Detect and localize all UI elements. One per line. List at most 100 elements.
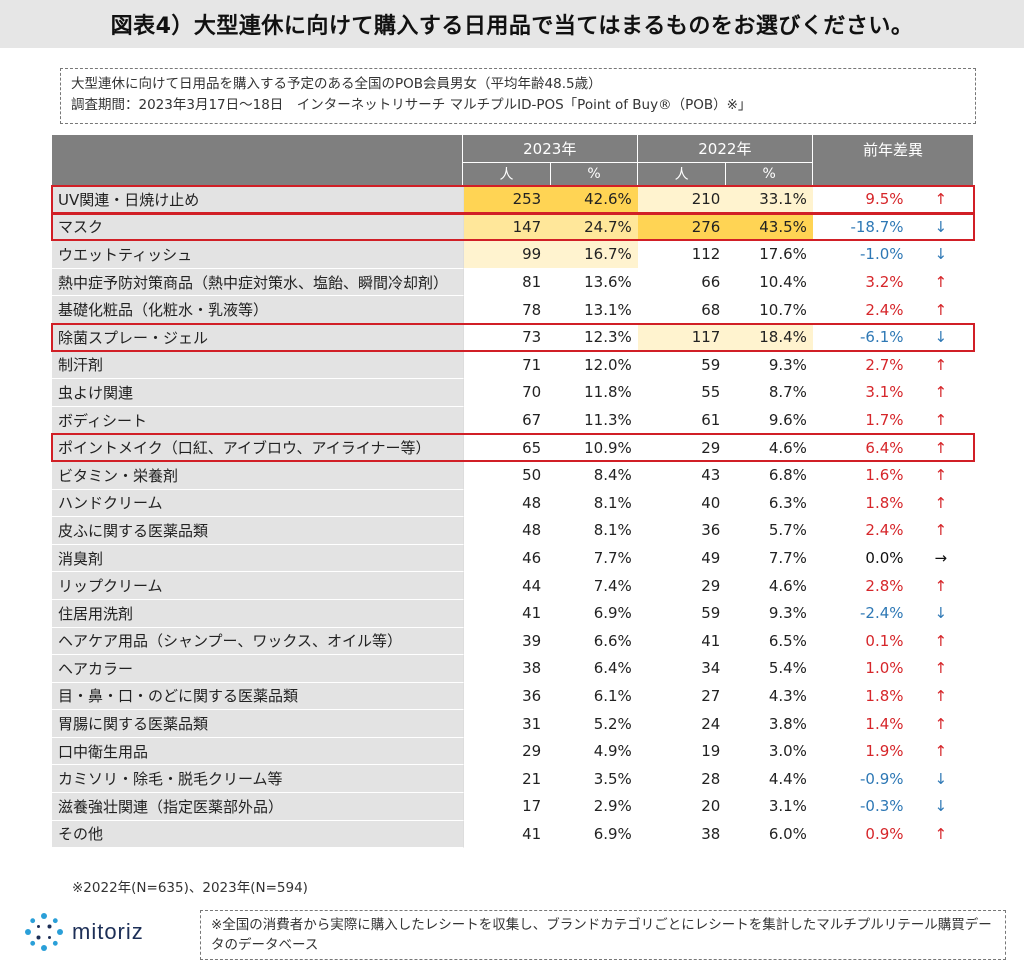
table-row: カミソリ・除毛・脱毛クリーム等 21 3.5% 28 4.4% -0.9% ↓ bbox=[52, 765, 974, 794]
diff-value: 1.8% bbox=[812, 489, 908, 518]
count-2022: 49 bbox=[637, 544, 727, 573]
table-row: UV関連・日焼け止め 253 42.6% 210 33.1% 9.5% ↑ bbox=[52, 186, 974, 214]
table-row: 滋養強壮関連（指定医薬部外品） 17 2.9% 20 3.1% -0.3% ↓ bbox=[52, 793, 974, 821]
arrow-up-icon: ↑ bbox=[907, 434, 974, 462]
count-2022: 117 bbox=[637, 323, 727, 352]
pct-2022: 6.3% bbox=[726, 489, 813, 518]
row-label: 除菌スプレー・ジェル bbox=[52, 323, 463, 352]
count-2023: 38 bbox=[462, 655, 552, 683]
count-2023: 48 bbox=[462, 489, 552, 518]
count-2022: 41 bbox=[637, 627, 727, 656]
count-2022: 24 bbox=[637, 710, 727, 738]
count-2023: 46 bbox=[462, 544, 552, 573]
diff-value: 2.4% bbox=[812, 296, 908, 324]
arrow-up-icon: ↑ bbox=[907, 351, 974, 380]
pct-2022: 3.1% bbox=[726, 793, 813, 821]
diff-value: 3.2% bbox=[812, 268, 908, 297]
arrow-up-icon: ↑ bbox=[907, 710, 974, 738]
row-label: 胃腸に関する医薬品類 bbox=[52, 710, 463, 738]
pct-2023: 6.4% bbox=[551, 655, 638, 683]
arrow-down-icon: ↓ bbox=[907, 241, 974, 269]
count-2022: 36 bbox=[637, 517, 727, 545]
diff-value: 9.5% bbox=[812, 186, 908, 214]
diff-value: 1.7% bbox=[812, 406, 908, 435]
pct-2022: 5.4% bbox=[726, 655, 813, 683]
pct-2023: 5.2% bbox=[551, 710, 638, 738]
col-pct-2023: % bbox=[551, 163, 638, 186]
pct-2023: 8.4% bbox=[551, 461, 638, 490]
diff-value: 3.1% bbox=[812, 379, 908, 407]
pct-2023: 3.5% bbox=[551, 765, 638, 794]
diff-value: 1.8% bbox=[812, 682, 908, 711]
arrow-up-icon: ↑ bbox=[907, 406, 974, 435]
count-2023: 29 bbox=[462, 737, 552, 766]
count-2022: 59 bbox=[637, 351, 727, 380]
table-row: ヘアカラー 38 6.4% 34 5.4% 1.0% ↑ bbox=[52, 655, 974, 683]
pct-2023: 13.1% bbox=[551, 296, 638, 324]
row-label: その他 bbox=[52, 820, 463, 849]
footer-note: ※全国の消費者から実際に購入したレシートを収集し、ブランドカテゴリごとにレシート… bbox=[200, 910, 1006, 960]
diff-value: -18.7% bbox=[812, 213, 908, 242]
pct-2022: 7.7% bbox=[726, 544, 813, 573]
pct-2022: 10.7% bbox=[726, 296, 813, 324]
arrow-right-icon: → bbox=[907, 544, 974, 573]
pct-2023: 6.6% bbox=[551, 627, 638, 656]
count-2022: 59 bbox=[637, 599, 727, 628]
row-label: 虫よけ関連 bbox=[52, 379, 463, 407]
sample-size-note: ※2022年(N=635)、2023年(N=594) bbox=[72, 880, 308, 896]
count-2023: 67 bbox=[462, 406, 552, 435]
table-row: 除菌スプレー・ジェル 73 12.3% 117 18.4% -6.1% ↓ bbox=[52, 323, 974, 352]
diff-value: 2.8% bbox=[812, 572, 908, 600]
table-row: 熱中症予防対策商品（熱中症対策水、塩飴、瞬間冷却剤） 81 13.6% 66 10.4%… bbox=[52, 268, 974, 297]
row-label: ハンドクリーム bbox=[52, 489, 463, 518]
page-title: 図表4）大型連休に向けて購入する日用品で当てはまるものをお選びください。 bbox=[110, 14, 914, 39]
arrow-down-icon: ↓ bbox=[907, 793, 974, 821]
diff-value: 1.6% bbox=[812, 461, 908, 490]
logo-text: mitoriz bbox=[72, 919, 144, 944]
row-label: 住居用洗剤 bbox=[52, 599, 463, 628]
pct-2023: 7.4% bbox=[551, 572, 638, 600]
row-label: ウエットティッシュ bbox=[52, 241, 463, 269]
pct-2022: 18.4% bbox=[726, 323, 813, 352]
pct-2022: 9.3% bbox=[726, 599, 813, 628]
arrow-up-icon: ↑ bbox=[907, 489, 974, 518]
diff-value: 1.0% bbox=[812, 655, 908, 683]
count-2023: 21 bbox=[462, 765, 552, 794]
pct-2022: 3.0% bbox=[726, 737, 813, 766]
year-2023-header: 2023年 bbox=[462, 135, 638, 163]
pct-2023: 4.9% bbox=[551, 737, 638, 766]
arrow-up-icon: ↑ bbox=[907, 268, 974, 297]
row-label: 皮ふに関する医薬品類 bbox=[52, 517, 463, 545]
table-row: ボディシート 67 11.3% 61 9.6% 1.7% ↑ bbox=[52, 406, 974, 435]
count-2023: 78 bbox=[462, 296, 552, 324]
count-2023: 65 bbox=[462, 434, 552, 462]
count-2022: 29 bbox=[637, 572, 727, 600]
count-2023: 31 bbox=[462, 710, 552, 738]
pct-2022: 17.6% bbox=[726, 241, 813, 269]
pct-2023: 11.8% bbox=[551, 379, 638, 407]
count-2022: 112 bbox=[637, 241, 727, 269]
results-table: 2023年 2022年 前年差異 人 % 人 % UV関連・日焼け止め 253 42… bbox=[52, 135, 974, 849]
pct-2022: 4.6% bbox=[726, 572, 813, 600]
diff-value: 0.9% bbox=[812, 820, 908, 849]
pct-2022: 9.3% bbox=[726, 351, 813, 380]
row-label: 滋養強壮関連（指定医薬部外品） bbox=[52, 793, 463, 821]
arrow-down-icon: ↓ bbox=[907, 213, 974, 242]
row-label: 基礎化粧品（化粧水・乳液等） bbox=[52, 296, 463, 324]
count-2023: 17 bbox=[462, 793, 552, 821]
table-row: 目・鼻・口・のどに関する医薬品類 36 6.1% 27 4.3% 1.8% ↑ bbox=[52, 682, 974, 711]
pct-2022: 5.7% bbox=[726, 517, 813, 545]
logo-mark-icon bbox=[25, 913, 63, 951]
count-2022: 19 bbox=[637, 737, 727, 766]
pct-2022: 43.5% bbox=[726, 213, 813, 242]
arrow-up-icon: ↑ bbox=[907, 655, 974, 683]
arrow-up-icon: ↑ bbox=[907, 682, 974, 711]
pct-2022: 4.3% bbox=[726, 682, 813, 711]
count-2023: 99 bbox=[462, 241, 552, 269]
diff-value: 0.1% bbox=[812, 627, 908, 656]
diff-value: -6.1% bbox=[812, 323, 908, 352]
pct-2022: 8.7% bbox=[726, 379, 813, 407]
pct-2023: 8.1% bbox=[551, 489, 638, 518]
table-row: 皮ふに関する医薬品類 48 8.1% 36 5.7% 2.4% ↑ bbox=[52, 517, 974, 545]
diff-value: -2.4% bbox=[812, 599, 908, 628]
